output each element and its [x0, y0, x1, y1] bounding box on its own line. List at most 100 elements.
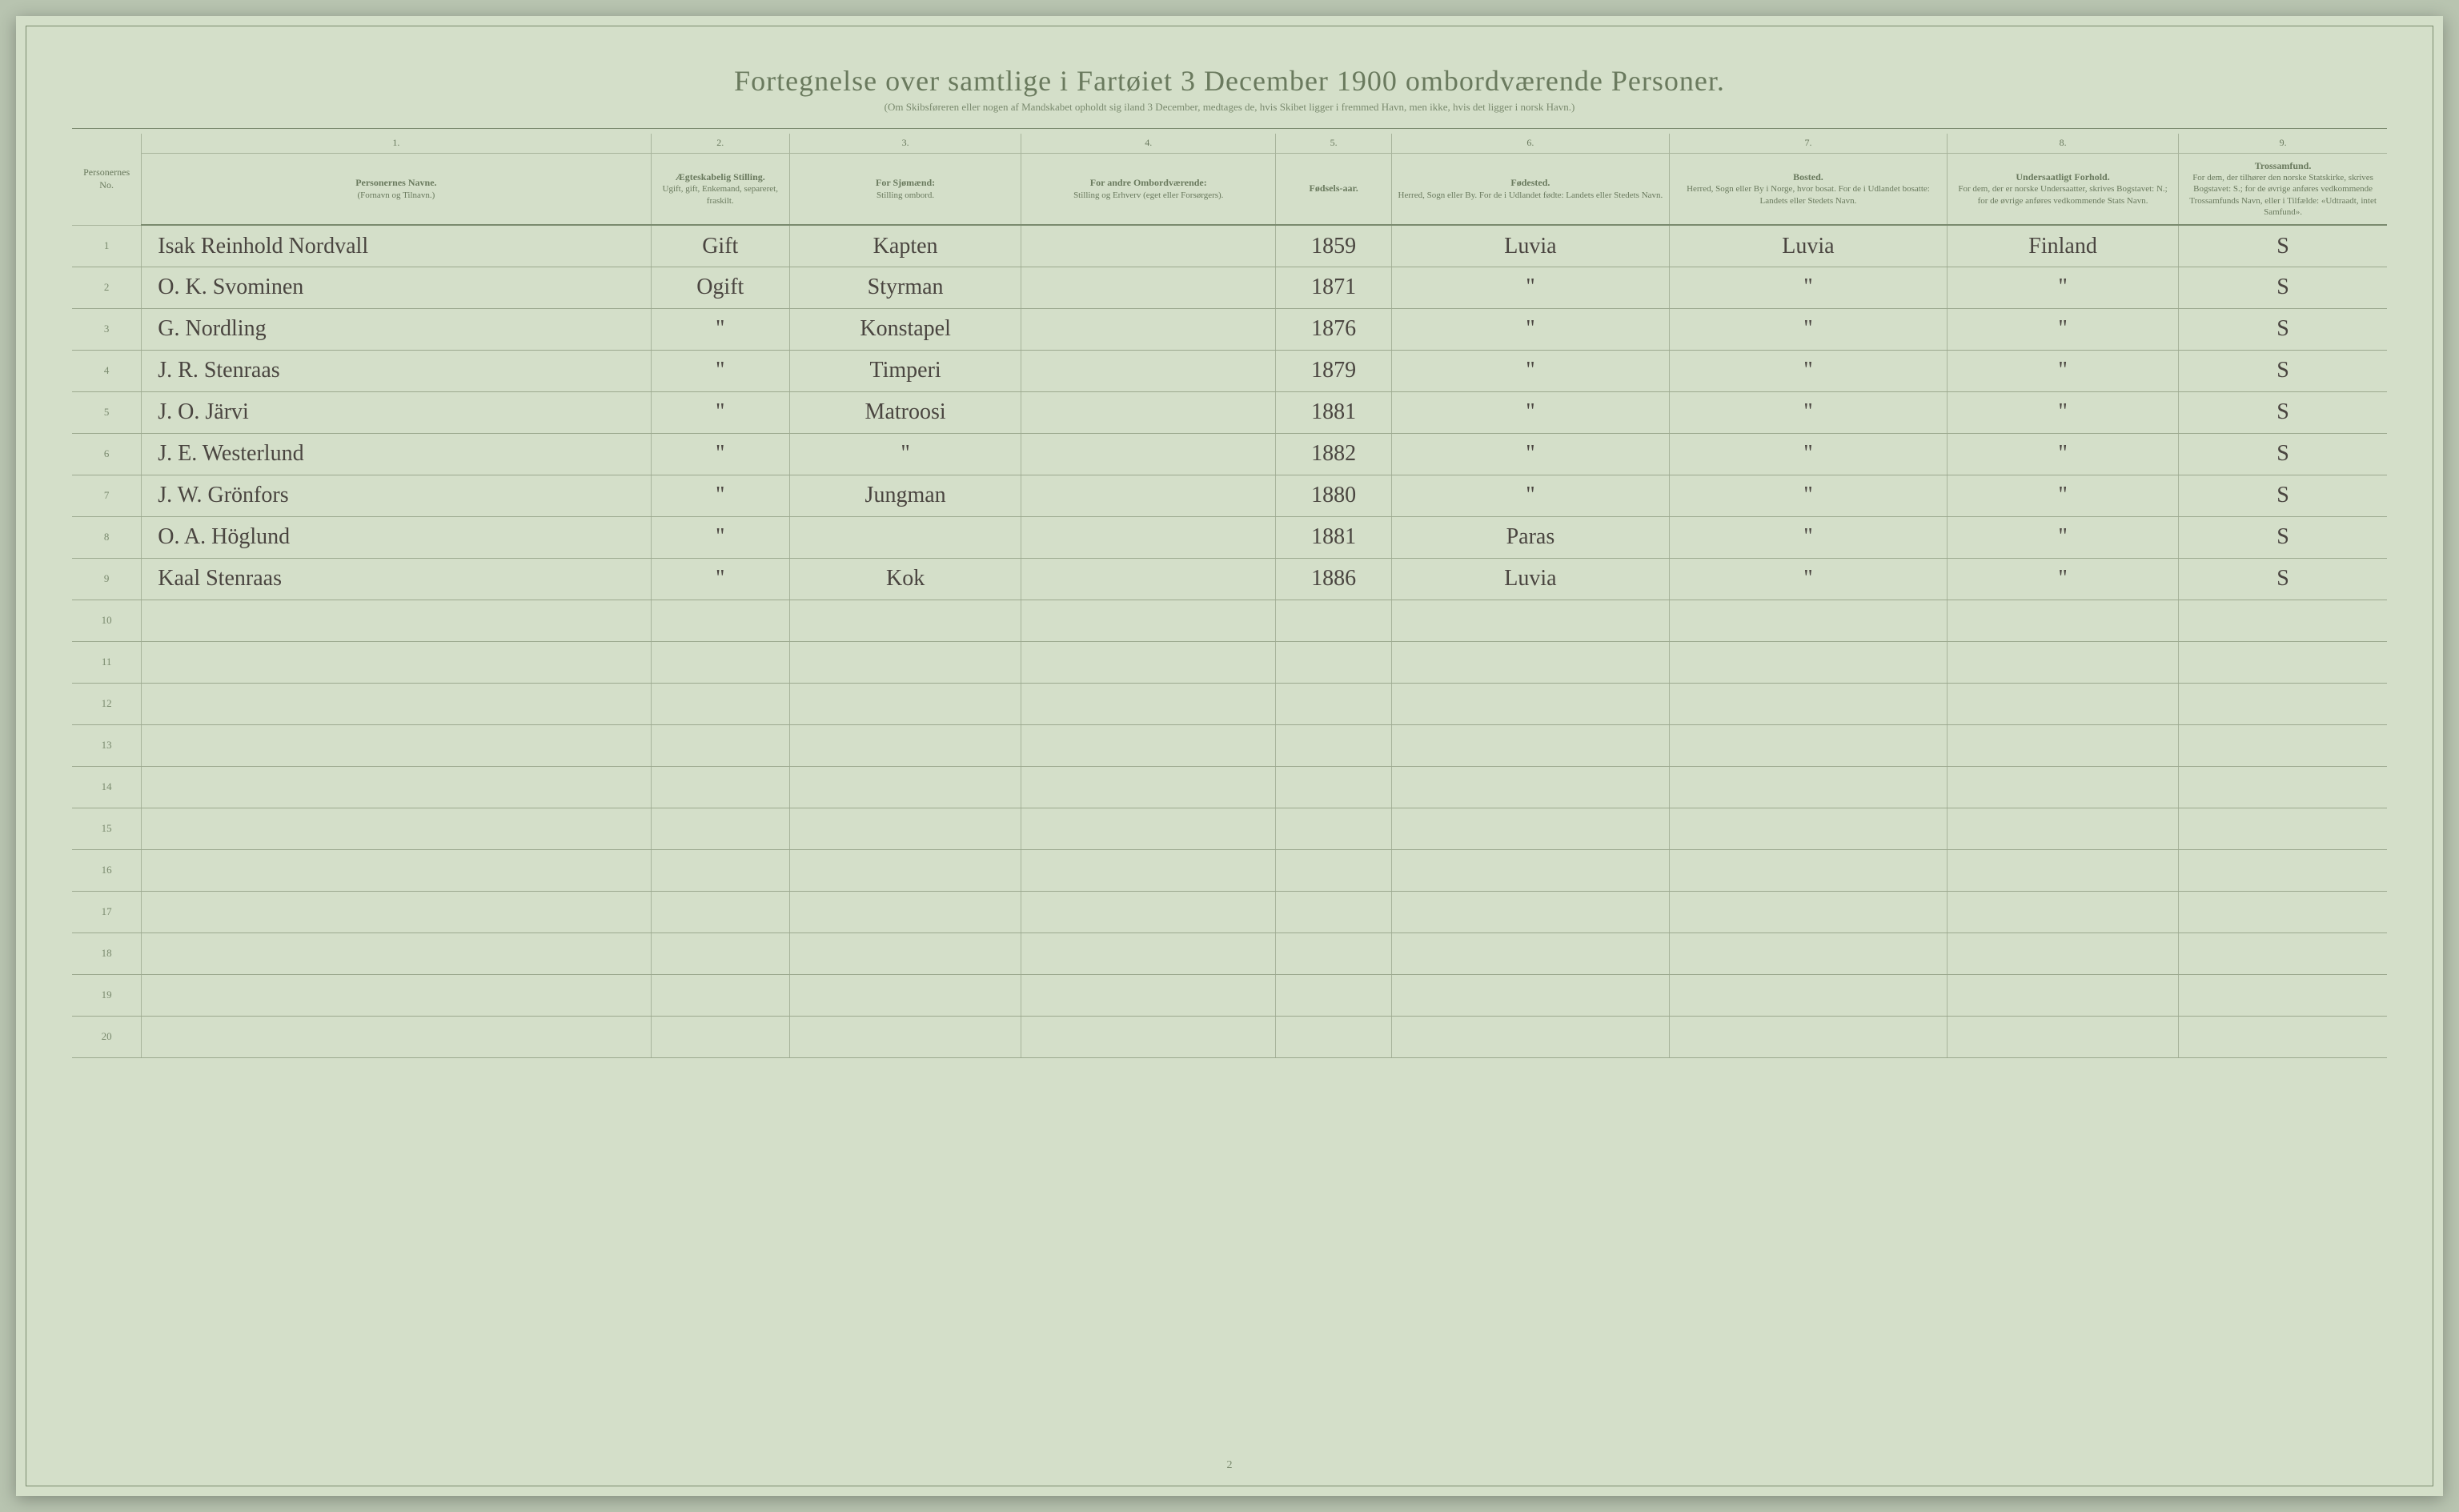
cell-other: [1021, 849, 1276, 891]
table-row: 12: [72, 683, 2387, 724]
cell-residence: ": [1669, 433, 1947, 475]
cell-name: Kaal Stenraas: [142, 558, 651, 600]
cell-marital: ": [651, 558, 790, 600]
row-number: 11: [72, 641, 142, 683]
cell-marital: Gift: [651, 225, 790, 267]
cell-occupation: [790, 600, 1021, 641]
colnum-7: 7.: [1669, 134, 1947, 153]
row-number: 16: [72, 849, 142, 891]
cell-religion: [2179, 808, 2387, 849]
cell-marital: ": [651, 391, 790, 433]
cell-residence: Luvia: [1669, 225, 1947, 267]
header-occ-sub: Stilling ombord.: [876, 191, 934, 200]
table-container: Personernes No. 1. 2. 3. 4. 5. 6. 7. 8. …: [48, 134, 2411, 1453]
cell-occupation: Styrman: [790, 267, 1021, 308]
table-row: 18: [72, 932, 2387, 974]
cell-other: [1021, 891, 1276, 932]
row-number: 1: [72, 225, 142, 267]
cell-year: 1871: [1276, 267, 1392, 308]
cell-religion: [2179, 683, 2387, 724]
cell-residence: [1669, 1016, 1947, 1057]
row-number: 12: [72, 683, 142, 724]
row-number: 17: [72, 891, 142, 932]
header-residence: Bosted. Herred, Sogn eller By i Norge, h…: [1669, 153, 1947, 225]
cell-nationality: [1947, 849, 2178, 891]
cell-marital: [651, 724, 790, 766]
cell-year: 1881: [1276, 391, 1392, 433]
table-row: 8O. A. Höglund"1881Paras""S: [72, 516, 2387, 558]
colnum-8: 8.: [1947, 134, 2178, 153]
cell-residence: [1669, 600, 1947, 641]
cell-marital: [651, 766, 790, 808]
cell-marital: [651, 600, 790, 641]
cell-marital: [651, 974, 790, 1016]
cell-birthplace: [1391, 891, 1669, 932]
cell-nationality: [1947, 724, 2178, 766]
cell-occupation: Konstapel: [790, 308, 1021, 350]
cell-year: 1880: [1276, 475, 1392, 516]
cell-name: [142, 932, 651, 974]
cell-residence: [1669, 974, 1947, 1016]
cell-other: [1021, 516, 1276, 558]
cell-occupation: [790, 683, 1021, 724]
cell-religion: S: [2179, 558, 2387, 600]
row-number: 19: [72, 974, 142, 1016]
cell-other: [1021, 475, 1276, 516]
cell-residence: ": [1669, 558, 1947, 600]
cell-year: 1859: [1276, 225, 1392, 267]
cell-name: [142, 891, 651, 932]
cell-name: [142, 683, 651, 724]
cell-year: [1276, 849, 1392, 891]
cell-occupation: [790, 516, 1021, 558]
cell-religion: [2179, 891, 2387, 932]
page-subtitle: (Om Skibsføreren eller nogen af Mandskab…: [48, 101, 2411, 114]
cell-other: [1021, 600, 1276, 641]
cell-marital: Ogift: [651, 267, 790, 308]
header-res-sub: Herred, Sogn eller By i Norge, hvor bosa…: [1687, 184, 1930, 205]
cell-nationality: [1947, 641, 2178, 683]
cell-nationality: ": [1947, 350, 2178, 391]
cell-year: [1276, 600, 1392, 641]
census-table: Personernes No. 1. 2. 3. 4. 5. 6. 7. 8. …: [72, 134, 2387, 1058]
header-occupation: For Sjømænd: Stilling ombord.: [790, 153, 1021, 225]
cell-other: [1021, 641, 1276, 683]
cell-other: [1021, 932, 1276, 974]
header-birth-title: Fødested.: [1510, 177, 1550, 188]
header-name: Personernes Navne. (Fornavn og Tilnavn.): [142, 153, 651, 225]
cell-name: [142, 600, 651, 641]
cell-year: 1879: [1276, 350, 1392, 391]
cell-residence: [1669, 766, 1947, 808]
cell-year: [1276, 1016, 1392, 1057]
cell-residence: ": [1669, 516, 1947, 558]
header-rel-title: Trossamfund.: [2255, 160, 2312, 171]
cell-name: [142, 641, 651, 683]
header-religion: Trossamfund. For dem, der tilhører den n…: [2179, 153, 2387, 225]
header-person-no: Personernes No.: [72, 134, 142, 225]
row-number: 2: [72, 267, 142, 308]
row-number: 8: [72, 516, 142, 558]
header-other: For andre Ombordværende: Stilling og Erh…: [1021, 153, 1276, 225]
cell-marital: [651, 1016, 790, 1057]
cell-year: 1886: [1276, 558, 1392, 600]
cell-religion: S: [2179, 308, 2387, 350]
cell-marital: [651, 641, 790, 683]
table-row: 20: [72, 1016, 2387, 1057]
colnum-1: 1.: [142, 134, 651, 153]
row-number: 14: [72, 766, 142, 808]
cell-nationality: [1947, 974, 2178, 1016]
cell-birthplace: ": [1391, 267, 1669, 308]
table-row: 19: [72, 974, 2387, 1016]
cell-occupation: Kapten: [790, 225, 1021, 267]
cell-nationality: [1947, 891, 2178, 932]
cell-religion: S: [2179, 516, 2387, 558]
row-number: 3: [72, 308, 142, 350]
cell-residence: ": [1669, 267, 1947, 308]
table-row: 1Isak Reinhold NordvallGiftKapten1859Luv…: [72, 225, 2387, 267]
cell-other: [1021, 1016, 1276, 1057]
cell-name: J. O. Järvi: [142, 391, 651, 433]
cell-year: [1276, 683, 1392, 724]
cell-occupation: [790, 849, 1021, 891]
table-row: 3G. Nordling"Konstapel1876"""S: [72, 308, 2387, 350]
header-rel-sub: For dem, der tilhører den norske Statski…: [2189, 173, 2377, 217]
cell-occupation: Kok: [790, 558, 1021, 600]
